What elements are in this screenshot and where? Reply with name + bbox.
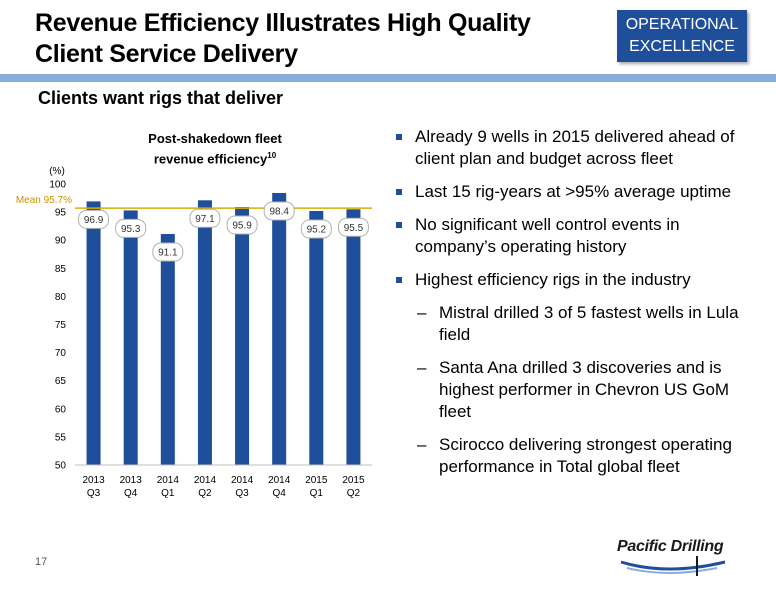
data-label-box xyxy=(78,209,110,229)
y-tick-label: 50 xyxy=(55,461,67,472)
square-bullet-icon xyxy=(396,277,402,283)
bullet-item: Highest efficiency rigs in the industry xyxy=(395,269,765,291)
square-bullet-icon xyxy=(396,134,402,140)
y-tick-label: 85 xyxy=(55,264,67,275)
chart-title: Post-shakedown fleet revenue efficiency1… xyxy=(130,130,300,167)
x-tick-label-year: 2013 xyxy=(82,475,105,486)
data-label: 96.9 xyxy=(84,215,104,226)
dash-marker: – xyxy=(417,303,427,322)
x-tick-label-quarter: Q4 xyxy=(273,488,287,499)
y-tick-label: 95 xyxy=(55,208,67,219)
bullet-text: No significant well control events in co… xyxy=(415,215,680,256)
logo-text: Pacific Drilling xyxy=(617,538,724,555)
chart-title-line-1: Post-shakedown fleet xyxy=(148,131,282,146)
bullet-text: Highest efficiency rigs in the industry xyxy=(415,270,691,289)
y-tick-label: 100 xyxy=(49,180,66,191)
x-tick-label-quarter: Q1 xyxy=(161,488,175,499)
dash-marker: – xyxy=(417,358,427,377)
data-label-box xyxy=(337,217,369,237)
x-tick-label-year: 2014 xyxy=(268,475,291,486)
bullet-list: Already 9 wells in 2015 delivered ahead … xyxy=(395,126,765,489)
y-tick-label: 65 xyxy=(55,376,67,387)
x-tick-label-quarter: Q3 xyxy=(87,488,101,499)
data-label-box xyxy=(152,242,184,262)
bullet-text: Last 15 rig-years at >95% average uptime xyxy=(415,182,732,201)
pacific-drilling-logo: Pacific Drilling xyxy=(617,538,729,580)
logo-swoosh-icon xyxy=(620,556,726,576)
data-label: 95.2 xyxy=(307,224,327,235)
bar xyxy=(160,234,175,465)
y-tick-label: 75 xyxy=(55,320,67,331)
square-bullet-icon xyxy=(396,222,402,228)
chart-title-footnote: 10 xyxy=(267,151,277,160)
bullet-item: Already 9 wells in 2015 delivered ahead … xyxy=(395,126,765,170)
slide-subtitle: Clients want rigs that deliver xyxy=(38,88,284,108)
data-label: 91.1 xyxy=(158,248,178,259)
bullet-text: Scirocco delivering strongest operating … xyxy=(439,435,732,476)
data-label: 95.9 xyxy=(232,221,252,232)
bar xyxy=(272,192,287,465)
dash-marker: – xyxy=(417,435,427,454)
mean-label: Mean 95.7% xyxy=(16,195,72,206)
bullet-item: Last 15 rig-years at >95% average uptime xyxy=(395,181,765,203)
data-label-box xyxy=(226,215,258,235)
data-label: 97.1 xyxy=(195,214,215,225)
x-tick-label-year: 2015 xyxy=(305,475,328,486)
bar xyxy=(197,200,212,465)
y-tick-label: 90 xyxy=(55,236,67,247)
operational-excellence-badge: OPERATIONAL EXCELLENCE xyxy=(617,10,747,62)
bar xyxy=(123,210,138,465)
y-tick-label: 60 xyxy=(55,404,67,415)
x-tick-label-quarter: Q2 xyxy=(198,488,212,499)
badge-line-1: OPERATIONAL xyxy=(625,16,739,33)
data-label: 95.3 xyxy=(121,224,141,235)
data-label-box xyxy=(189,208,221,228)
bar xyxy=(235,207,250,465)
bullet-item: – Mistral drilled 3 of 5 fastest wells in… xyxy=(395,302,765,346)
x-tick-label-year: 2013 xyxy=(120,475,143,486)
x-tick-label-year: 2015 xyxy=(342,475,365,486)
bar xyxy=(309,210,324,465)
bullet-item: No significant well control events in co… xyxy=(395,214,765,258)
x-tick-label-year: 2014 xyxy=(231,475,254,486)
revenue-efficiency-bar-chart: (%) 50 55 60 65 70 75 80 85 90 95 100 2013 Q3 2013 Q4 20… xyxy=(16,166,372,499)
bullet-text: Santa Ana drilled 3 discoveries and is h… xyxy=(439,358,730,421)
x-tick-label-quarter: Q3 xyxy=(235,488,249,499)
square-bullet-icon xyxy=(396,189,402,195)
x-tick-label-year: 2014 xyxy=(157,475,180,486)
x-tick-label-quarter: Q2 xyxy=(347,488,361,499)
page-number: 17 xyxy=(35,556,48,568)
bullet-item: – Santa Ana drilled 3 discoveries and is … xyxy=(395,357,765,423)
bullet-text: Already 9 wells in 2015 delivered ahead … xyxy=(415,127,735,168)
header-rule xyxy=(0,74,776,82)
y-tick-label: 80 xyxy=(55,292,67,303)
data-label: 98.4 xyxy=(269,206,289,217)
y-tick-label: 55 xyxy=(55,432,67,443)
chart-title-line-2: revenue efficiency10 xyxy=(130,147,300,167)
bar xyxy=(86,201,101,465)
chart-title-line-2-text: revenue efficiency xyxy=(153,151,268,167)
bullet-text: Mistral drilled 3 of 5 fastest wells in … xyxy=(439,303,739,344)
x-tick-label-year: 2014 xyxy=(194,475,217,486)
y-axis-label: (%) xyxy=(49,166,65,177)
bar xyxy=(346,209,361,465)
data-label-box xyxy=(300,219,332,239)
data-label: 95.5 xyxy=(344,223,364,234)
x-tick-label-quarter: Q1 xyxy=(310,488,324,499)
y-tick-label: 70 xyxy=(55,348,67,359)
bullet-item: – Scirocco delivering strongest operating… xyxy=(395,434,765,478)
x-tick-label-quarter: Q4 xyxy=(124,488,138,499)
data-label-box xyxy=(263,201,295,221)
data-label-box xyxy=(115,218,147,238)
slide-title: Revenue Efficiency Illustrates High Qual… xyxy=(35,9,531,68)
badge-line-2: EXCELLENCE xyxy=(629,38,735,55)
